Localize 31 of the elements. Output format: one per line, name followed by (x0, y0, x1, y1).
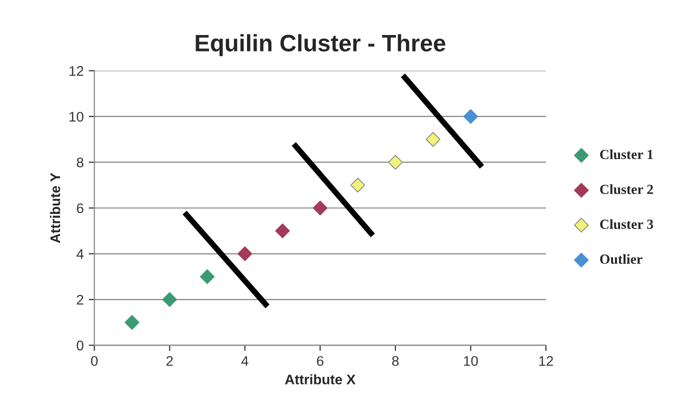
y-axis-title: Attribute Y (50, 172, 60, 244)
y-tick-label: 8 (76, 158, 84, 168)
chart-title: Equilin Cluster - Three (196, 34, 446, 56)
x-tick-label: 10 (464, 356, 478, 366)
point (162, 292, 177, 307)
y-tick-label: 12 (70, 66, 84, 76)
y-tick-label: 0 (76, 340, 84, 350)
point (238, 246, 252, 262)
x-tick-label: 4 (241, 356, 248, 366)
x-tick-label: 6 (316, 356, 324, 366)
legend-label: Cluster 1 (600, 149, 653, 160)
x-tick-label: 12 (539, 356, 553, 366)
y-tick-label: 10 (70, 112, 84, 122)
point (426, 132, 440, 147)
legend-label: Outlier (600, 254, 642, 264)
point (312, 200, 328, 216)
x-tick-label: 2 (166, 356, 173, 366)
point (388, 154, 403, 170)
x-axis-title: Attribute X (285, 374, 356, 384)
point (463, 109, 478, 124)
point (200, 269, 215, 284)
point (275, 224, 290, 238)
y-tick-label: 6 (76, 203, 84, 214)
y-tick-label: 2 (76, 294, 84, 305)
y-tick-label: 4 (76, 249, 84, 259)
x-tick-label: 8 (392, 356, 399, 366)
legend-label: Cluster 3 (600, 219, 654, 230)
point (350, 178, 366, 192)
legend-label: Cluster 2 (600, 184, 653, 194)
x-tick-label: 0 (91, 356, 98, 366)
point (124, 315, 140, 330)
